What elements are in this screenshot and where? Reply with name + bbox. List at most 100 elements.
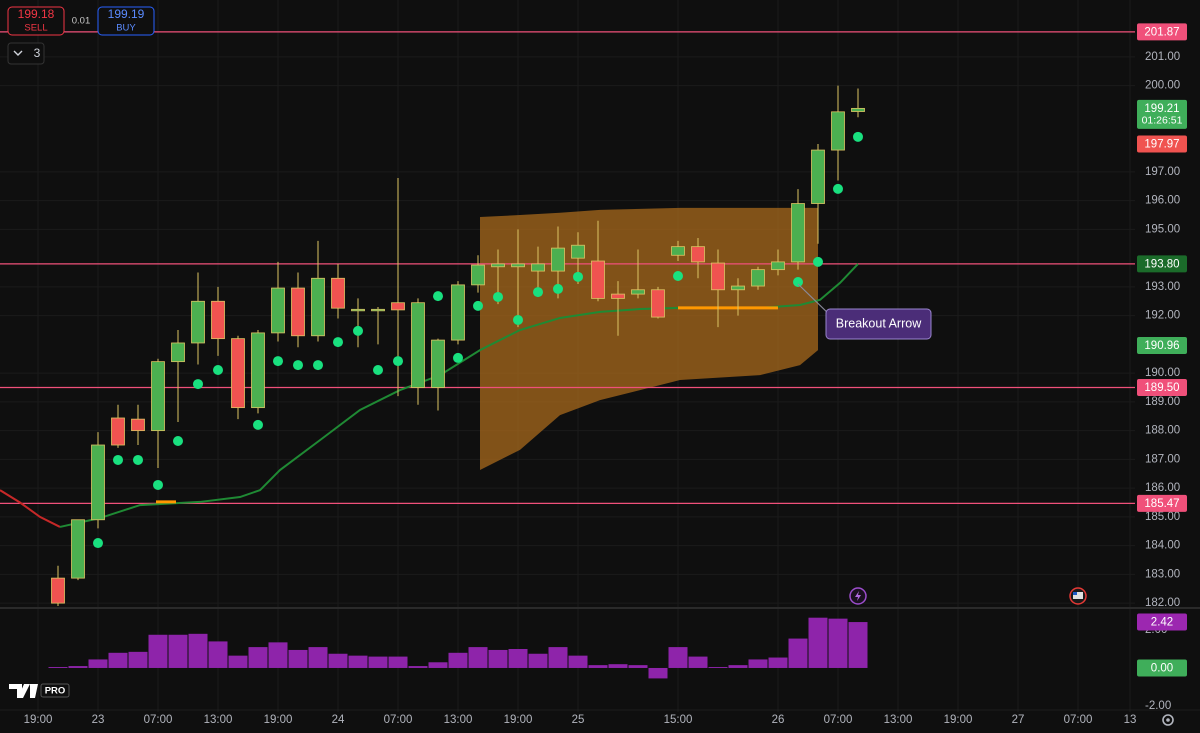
oscillator-bar [848, 622, 868, 668]
gear-hub[interactable] [1166, 718, 1170, 722]
candle-body [631, 289, 645, 295]
price-label: 190.96 [1144, 340, 1179, 352]
oscillator-bar [448, 652, 468, 668]
oscillator-bar [348, 655, 368, 668]
signal-dot [833, 183, 843, 194]
candle-body [331, 277, 345, 309]
channel-band [480, 207, 818, 471]
oscillator-bar [168, 634, 188, 668]
y-tick-label: 184.00 [1145, 540, 1180, 552]
price-panel [0, 31, 1135, 606]
x-tick-label: 25 [572, 714, 585, 726]
buy-label[interactable]: BUY [116, 23, 136, 34]
oscillator-bar [648, 667, 668, 679]
price-label-box [1137, 135, 1187, 153]
candle-body [791, 203, 805, 263]
candle-body [771, 261, 785, 271]
candle-body [711, 262, 725, 291]
signal-dot [433, 291, 443, 302]
candle-body [511, 263, 525, 268]
price-label-box [1137, 659, 1187, 677]
oscillator-bar [68, 666, 88, 668]
oscillator-bar [628, 665, 648, 668]
x-tick-label: 07:00 [824, 714, 853, 726]
lightning-icon[interactable] [855, 591, 861, 601]
oscillator-bar [508, 649, 528, 668]
oscillator-bar [288, 649, 308, 668]
sell-box[interactable] [7, 6, 65, 36]
signal-dot [473, 300, 483, 311]
candle-body [251, 332, 265, 409]
candle-body [851, 107, 865, 112]
signal-dot [533, 287, 543, 298]
event-icon[interactable] [849, 587, 867, 605]
oscillator-bar [788, 638, 808, 668]
sell-price[interactable]: 199.18 [18, 7, 55, 21]
signal-dot [113, 454, 123, 465]
sell-label[interactable]: SELL [24, 23, 47, 34]
signal-dot [553, 283, 563, 294]
price-label: 0.00 [1151, 663, 1173, 675]
oscillator-bar [488, 649, 508, 668]
oscillator-bar [568, 655, 588, 668]
x-tick-label: 13:00 [884, 714, 913, 726]
signal-dot [793, 277, 803, 288]
dropdown-count[interactable]: 3 [34, 46, 41, 60]
indicator-dropdown[interactable]: 3 [7, 42, 45, 65]
y-tick-label: 196.00 [1145, 195, 1180, 207]
signal-dot [213, 364, 223, 375]
price-label-box [1137, 23, 1187, 41]
x-tick-label: 13:00 [444, 714, 473, 726]
candle-body [411, 302, 425, 388]
x-tick-label: 24 [332, 714, 345, 726]
price-label: 199.21 [1144, 103, 1179, 115]
gear-ring[interactable] [1162, 714, 1174, 726]
oscillator-bar [768, 657, 788, 668]
signal-dot [673, 270, 683, 281]
spread: 0.01 [72, 16, 91, 27]
buy-button[interactable]: 199.19 BUY [97, 6, 155, 36]
x-tick-label: 19:00 [504, 714, 533, 726]
dropdown-box[interactable] [7, 42, 45, 65]
oscillator-bar [548, 647, 568, 668]
oscillator-bar [808, 617, 828, 668]
oscillator-bar [88, 659, 108, 668]
x-tick-label: 19:00 [944, 714, 973, 726]
candle-body [531, 263, 545, 272]
oscillator-bar [588, 665, 608, 668]
annotation-box [825, 308, 932, 340]
oscillator-bar [48, 667, 68, 668]
price-label-box [1137, 613, 1187, 631]
buy-price[interactable]: 199.19 [108, 7, 145, 21]
candle-body [311, 277, 325, 337]
candle-body [271, 287, 285, 334]
flag-body[interactable] [1073, 592, 1083, 599]
flag-icon[interactable] [1069, 587, 1087, 605]
candle-body [391, 302, 405, 311]
oscillator-bar [388, 656, 408, 668]
flag-canton[interactable] [1073, 592, 1077, 595]
candle-body [691, 246, 705, 263]
sell-button[interactable]: 199.18 SELL [7, 6, 65, 36]
candle-body [151, 361, 165, 432]
settings-icon[interactable] [1162, 714, 1174, 726]
price-label-box [1137, 379, 1187, 397]
candle-body [131, 418, 145, 432]
candle-body [571, 244, 585, 259]
signal-dot [253, 419, 263, 430]
y-tick-label: -2.00 [1145, 700, 1171, 712]
x-tick-label: 07:00 [144, 714, 173, 726]
buy-box[interactable] [97, 6, 155, 36]
oscillator-bar [528, 653, 548, 668]
price-label-box [1137, 337, 1187, 355]
signal-dot [153, 479, 163, 490]
y-tick-label: 197.00 [1145, 166, 1180, 178]
chevron-icon[interactable] [13, 50, 23, 56]
candle-body [171, 342, 185, 363]
price-label: 197.97 [1144, 139, 1179, 151]
oscillator-bar [708, 667, 728, 668]
y-tick-label: 193.00 [1145, 281, 1180, 293]
price-label: 201.87 [1144, 26, 1179, 38]
